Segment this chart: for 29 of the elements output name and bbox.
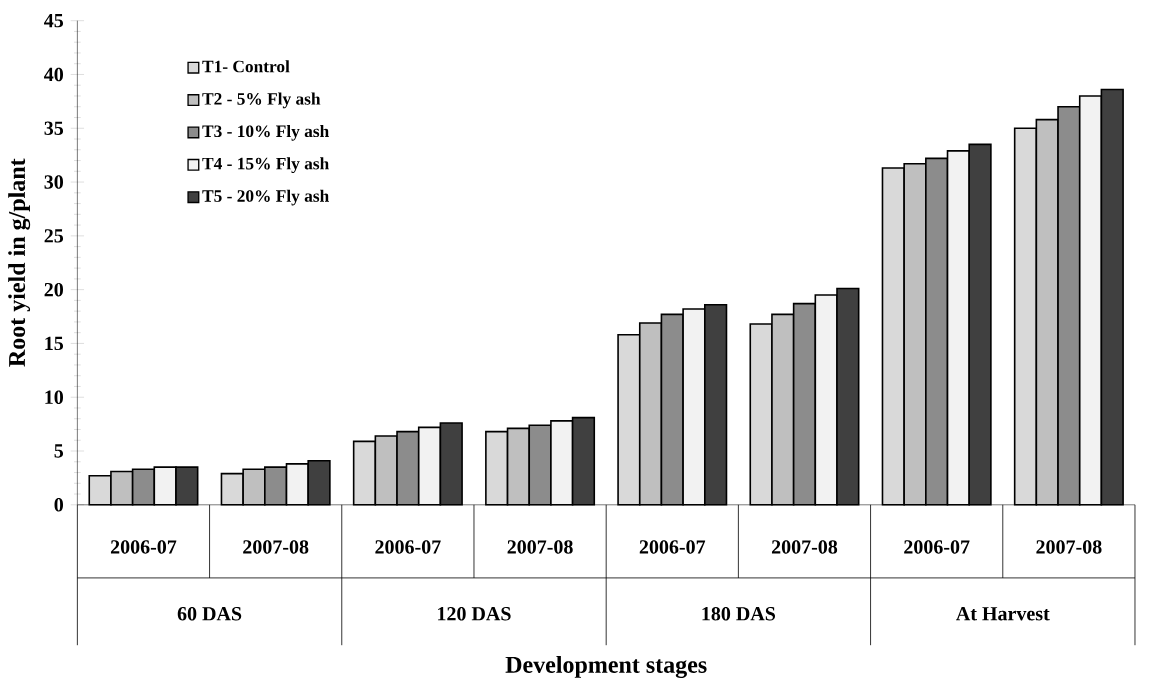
text: 60 DAS <box>177 606 242 621</box>
legend-label: T4 - 15% Fly ash <box>202 157 329 173</box>
legend-label: T1- Control <box>202 60 290 73</box>
x-tick-label: 2006-07 <box>110 540 177 554</box>
legend-label: T3 - 10% Fly ash <box>202 124 329 141</box>
text: At Harvest <box>956 606 1050 621</box>
legend-label: T2 - 5% Fly ash <box>202 92 321 109</box>
y-tick-label: 45 <box>44 13 64 28</box>
y-tick-label: 5 <box>54 444 64 458</box>
x-tick-label: 2007-08 <box>507 540 573 554</box>
x-tick-label: 2006-07 <box>639 540 706 554</box>
y-tick-label: 40 <box>44 67 63 82</box>
legend-label: T5 - 20% Fly ash <box>202 189 329 206</box>
text: 180 DAS <box>702 606 776 621</box>
x-axis-title: Development stages <box>505 655 707 678</box>
y-tick-label: 0 <box>54 497 63 512</box>
x-tick-label: 2007-08 <box>243 540 309 554</box>
x-tick-label: 2006-07 <box>904 540 970 554</box>
text: 120 DAS <box>438 606 511 621</box>
x-tick-label: 2006-07 <box>375 540 441 554</box>
y-tick-label: 35 <box>44 121 64 135</box>
x-tick-label: 2007-08 <box>771 540 838 554</box>
y-tick-label: 10 <box>45 390 63 404</box>
y-tick-label: 20 <box>44 282 63 297</box>
x-tick-label: 2007-08 <box>1036 540 1102 554</box>
y-tick-label: 15 <box>45 336 64 351</box>
y-tick-label: 25 <box>44 229 64 243</box>
y-axis-title: Root yield in g/plant <box>8 158 31 367</box>
y-tick-label: 30 <box>44 175 63 189</box>
